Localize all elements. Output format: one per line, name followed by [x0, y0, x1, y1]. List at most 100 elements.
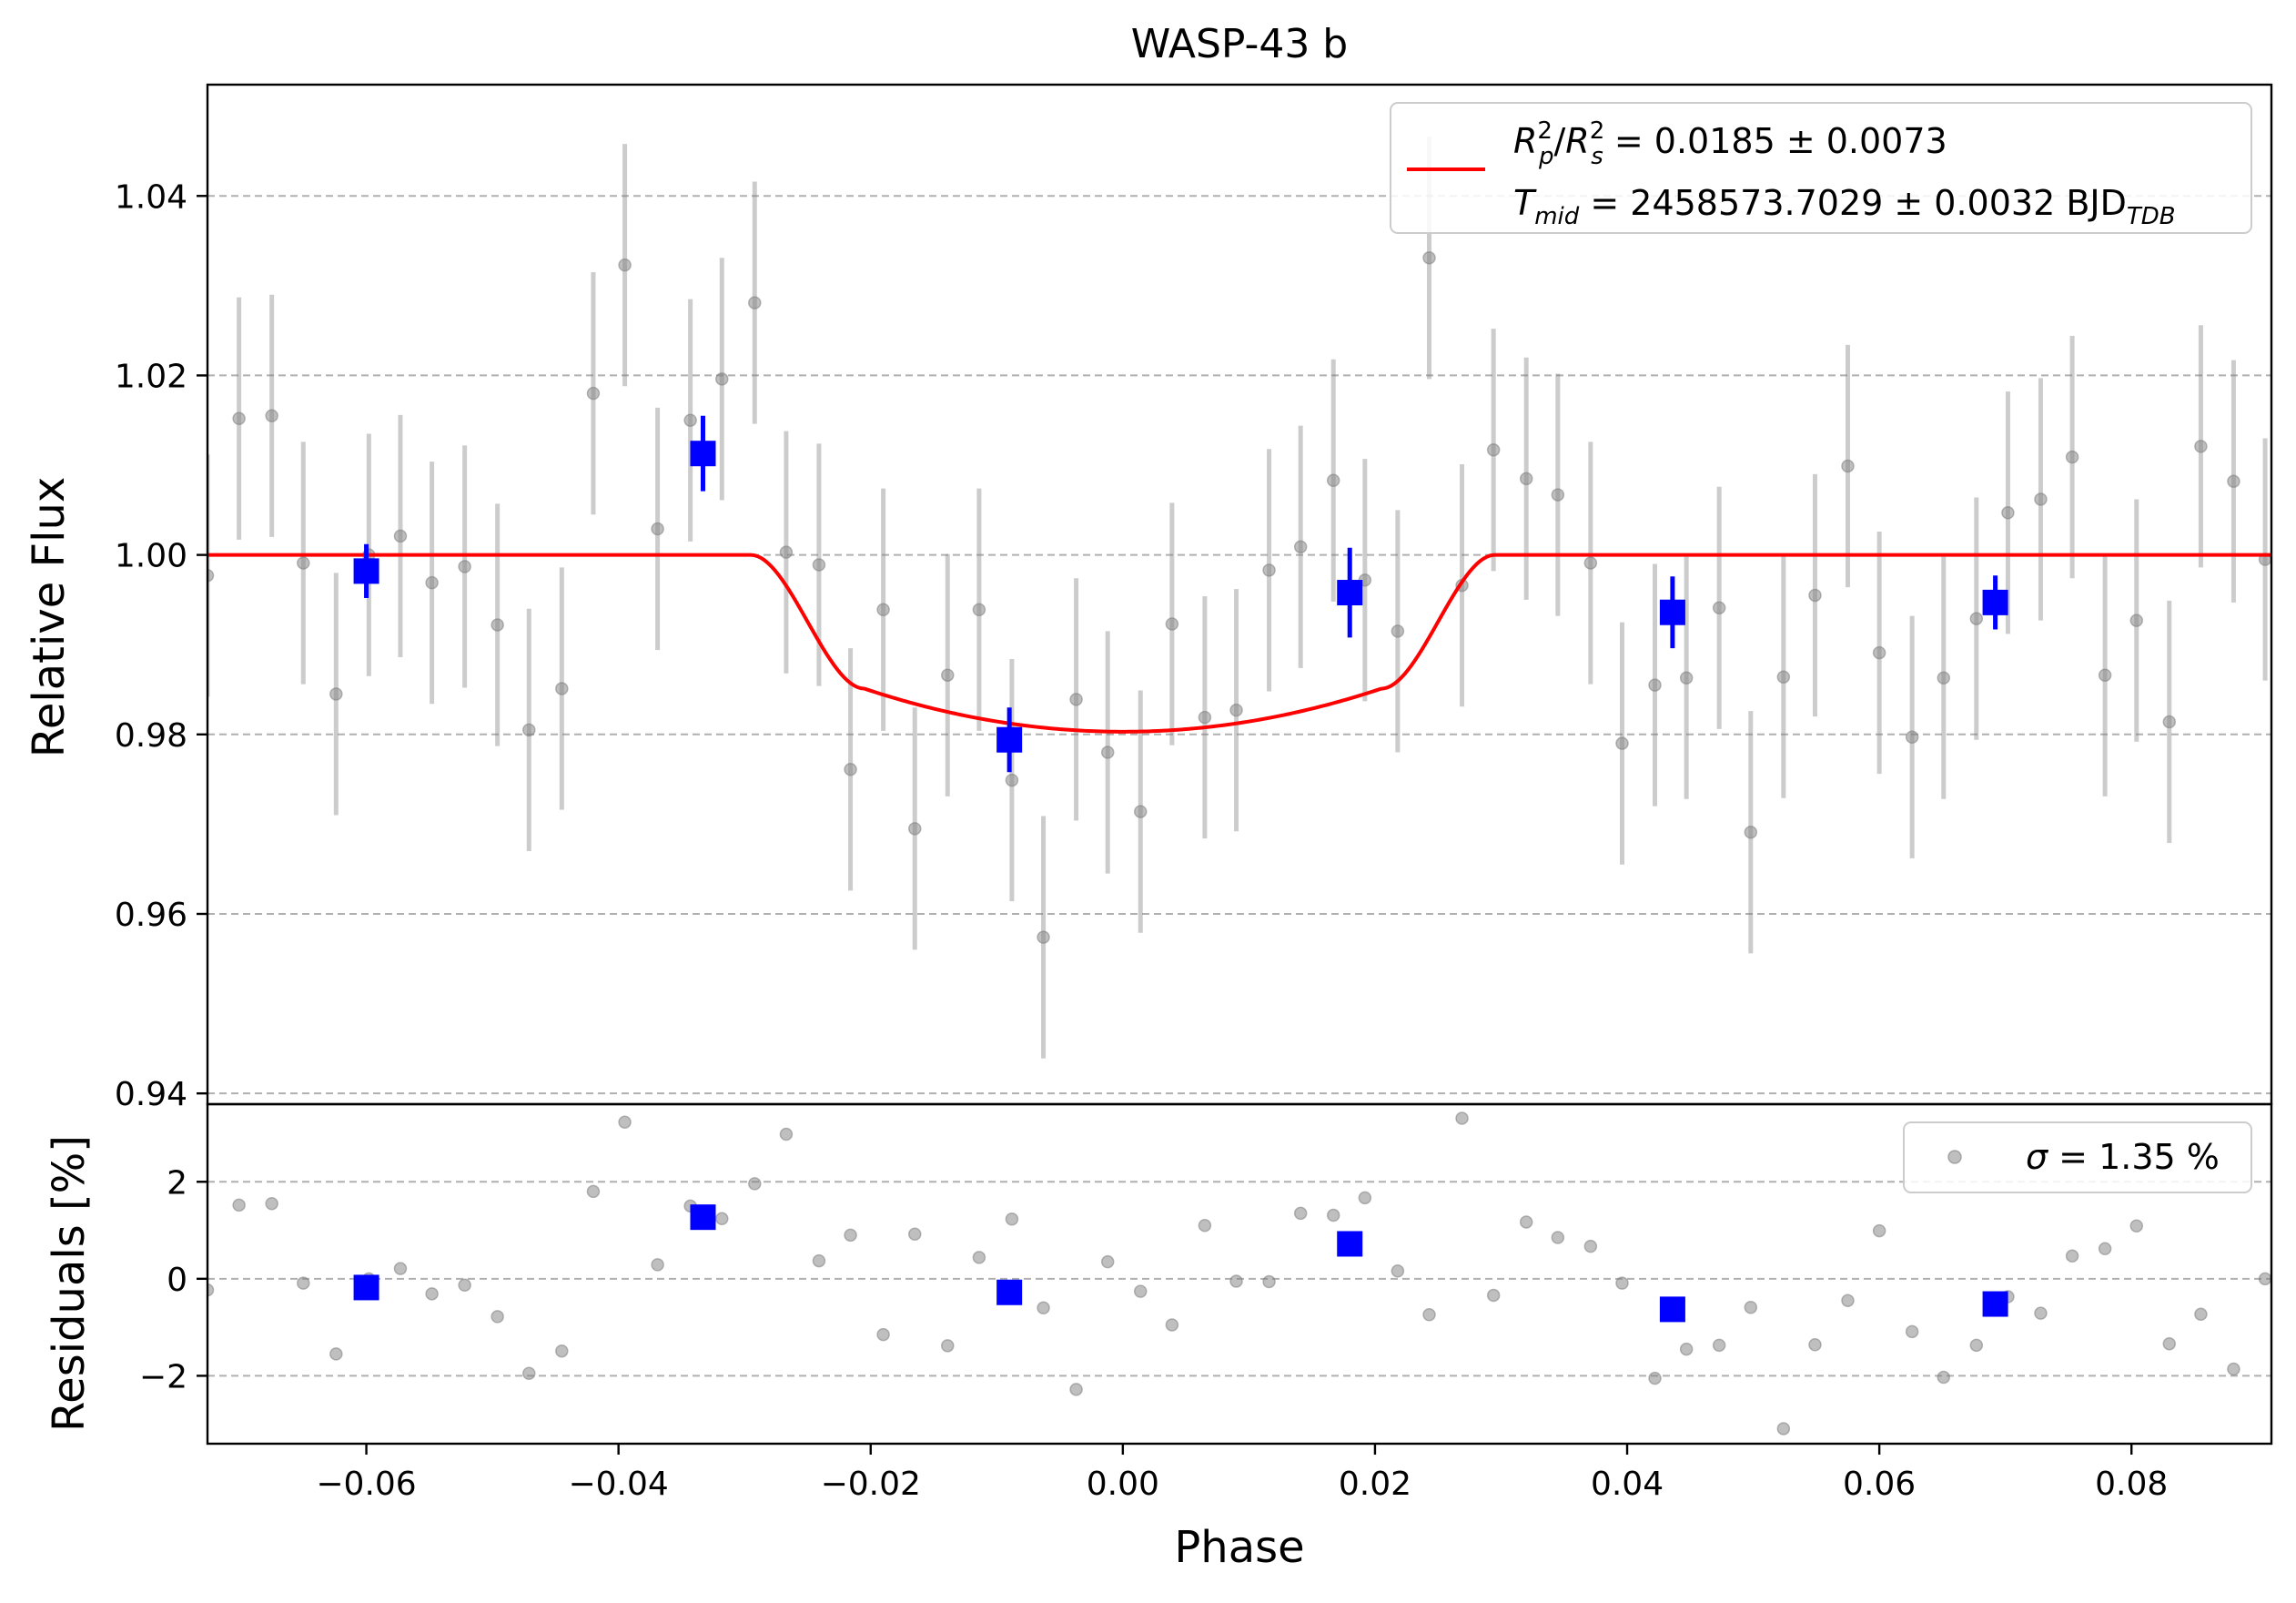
- binned-data-point: [690, 441, 716, 467]
- x-tick-label: 0.06: [1843, 1466, 1916, 1503]
- raw-residual-point: [1808, 1338, 1822, 1352]
- raw-residual-point: [1422, 1308, 1436, 1322]
- raw-data-point: [1037, 930, 1050, 944]
- raw-data-point: [1100, 746, 1115, 759]
- raw-residual-point: [2034, 1306, 2048, 1320]
- x-tick-label: −0.06: [316, 1466, 416, 1503]
- raw-residual-point: [2098, 1242, 2112, 1256]
- raw-data-point: [1229, 703, 1243, 717]
- raw-residual-point: [1905, 1324, 1919, 1339]
- raw-data-point: [1679, 671, 1694, 685]
- x-tick-label: 0.04: [1591, 1466, 1664, 1503]
- raw-residual-point: [1551, 1231, 1565, 1244]
- raw-data-point: [1551, 488, 1565, 502]
- raw-residual-point: [1133, 1284, 1148, 1298]
- raw-data-point: [941, 668, 955, 682]
- raw-data-point: [207, 569, 215, 583]
- legend-tdb-sub: TDB: [2127, 203, 2176, 230]
- raw-data-point: [1293, 540, 1308, 553]
- raw-data-point: [522, 723, 536, 737]
- legend-slash: /: [1553, 121, 1565, 161]
- legend-sigma-entry: σ = 1.35 %: [2026, 1137, 2220, 1177]
- top-y-tick-label: 0.96: [115, 897, 187, 934]
- raw-data-point: [329, 687, 343, 701]
- raw-residual-point: [844, 1228, 857, 1243]
- legend-rs-symbol: R: [1565, 121, 1589, 161]
- raw-data-point: [1808, 588, 1822, 603]
- raw-residual-point: [586, 1184, 601, 1199]
- raw-data-point: [1133, 805, 1148, 818]
- x-tick-label: −0.04: [568, 1466, 668, 1503]
- raw-residual-point: [393, 1262, 408, 1275]
- raw-residual-point: [2065, 1249, 2079, 1263]
- raw-data-point: [297, 556, 310, 570]
- legend-rp-sub: p: [1538, 143, 1554, 170]
- raw-residual-point: [329, 1347, 343, 1361]
- raw-data-point: [715, 372, 729, 386]
- raw-data-point: [393, 529, 408, 543]
- raw-residual-point: [1486, 1288, 1501, 1303]
- raw-data-point: [1776, 670, 1791, 684]
- bottom-panel-frame: [206, 1102, 2273, 1446]
- raw-residual-point: [972, 1251, 986, 1264]
- raw-residual-point: [207, 1283, 215, 1297]
- top-raw-points: [207, 137, 2271, 1059]
- raw-data-point: [1005, 773, 1019, 787]
- bottom-legend-point-swatch: [1947, 1150, 1962, 1164]
- binned-data-point: [1659, 599, 1685, 625]
- bottom-y-ticks: −2 0 2: [139, 1164, 207, 1395]
- legend-t-symbol: T: [1513, 183, 1537, 223]
- raw-residual-point: [297, 1276, 310, 1290]
- raw-residual-point: [232, 1198, 246, 1212]
- raw-residual-point: [1358, 1191, 1372, 1205]
- raw-data-point: [2065, 450, 2079, 464]
- binned-data-point: [353, 558, 379, 584]
- raw-data-point: [2129, 614, 2144, 627]
- top-y-tick-label: 1.02: [115, 358, 187, 395]
- raw-residual-point: [876, 1327, 890, 1342]
- raw-data-point: [265, 409, 278, 423]
- legend-rs-sub: s: [1591, 143, 1603, 170]
- x-tick-label: 0.08: [2095, 1466, 2168, 1503]
- top-y-tick-label: 1.00: [115, 538, 187, 575]
- binned-residual-point: [996, 1279, 1023, 1305]
- raw-residual-point: [715, 1212, 729, 1226]
- legend-t-sub: mid: [1534, 203, 1580, 230]
- raw-data-point: [1841, 459, 1855, 473]
- raw-residual-point: [1229, 1274, 1243, 1288]
- raw-data-point: [1969, 612, 1984, 625]
- transit-model-line: [207, 553, 2271, 734]
- raw-residual-point: [1648, 1371, 1662, 1385]
- top-y-tick-label: 0.98: [115, 717, 187, 755]
- raw-data-point: [425, 575, 439, 590]
- x-tick-label: 0.00: [1087, 1466, 1159, 1503]
- raw-data-point: [683, 413, 697, 427]
- raw-residual-point: [907, 1227, 922, 1242]
- raw-data-point: [1422, 251, 1436, 265]
- binned-residual-point: [1337, 1231, 1363, 1257]
- raw-data-point: [618, 258, 632, 272]
- raw-residual-point: [1165, 1318, 1179, 1332]
- raw-residual-point: [1872, 1223, 1886, 1238]
- raw-residual-point: [522, 1366, 536, 1380]
- x-ticks: −0.06 −0.04 −0.02 0.00 0.02 0.04 0.06 0.08: [316, 1444, 2168, 1503]
- raw-residual-point: [1037, 1301, 1050, 1315]
- raw-residual-point: [491, 1310, 504, 1324]
- raw-residual-point: [1005, 1212, 1019, 1226]
- raw-data-point: [2001, 506, 2015, 520]
- raw-data-point: [1712, 601, 1726, 615]
- raw-residual-point: [555, 1344, 569, 1358]
- raw-data-point: [458, 560, 471, 573]
- raw-data-point: [2227, 474, 2240, 489]
- raw-residual-point: [1455, 1111, 1469, 1125]
- legend-rs-sup: 2: [1590, 117, 1605, 145]
- top-y-tick-label: 1.04: [115, 178, 187, 216]
- raw-data-point: [1198, 710, 1212, 725]
- raw-data-point: [2194, 440, 2208, 453]
- bottom-panel-plot-area: [207, 1111, 2271, 1436]
- raw-data-point: [2034, 492, 2048, 506]
- raw-residual-point: [1583, 1239, 1598, 1253]
- top-y-axis-label: Relative Flux: [24, 477, 75, 758]
- raw-residual-point: [1100, 1254, 1115, 1269]
- raw-data-point: [2162, 715, 2177, 729]
